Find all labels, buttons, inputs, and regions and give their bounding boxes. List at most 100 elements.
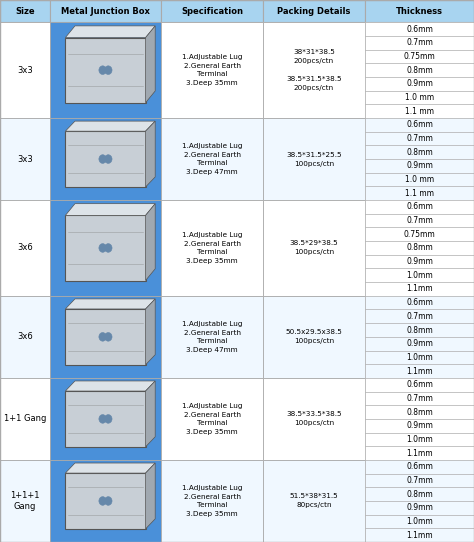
Bar: [0, 22, 50, 118]
Circle shape: [104, 496, 112, 505]
Bar: [365, 337, 474, 351]
Bar: [365, 364, 474, 378]
Text: Metal Junction Box: Metal Junction Box: [61, 7, 150, 16]
Bar: [50, 460, 161, 542]
Circle shape: [99, 415, 107, 423]
Text: 38.5*29*38.5
100pcs/ctn: 38.5*29*38.5 100pcs/ctn: [290, 241, 338, 255]
Polygon shape: [146, 299, 155, 365]
Bar: [0, 296, 50, 378]
Text: 0.8mm: 0.8mm: [406, 243, 433, 253]
Text: 0.8mm: 0.8mm: [406, 66, 433, 75]
Text: 0.8mm: 0.8mm: [406, 148, 433, 157]
Text: 0.7mm: 0.7mm: [406, 312, 433, 321]
Bar: [161, 118, 263, 200]
Polygon shape: [146, 121, 155, 187]
Text: 1.Adjustable Lug
2.General Earth
Terminal
3.Deep 35mm: 1.Adjustable Lug 2.General Earth Termina…: [182, 403, 242, 435]
Bar: [365, 77, 474, 91]
Polygon shape: [146, 381, 155, 447]
Text: 51.5*38*31.5
80pcs/ctn: 51.5*38*31.5 80pcs/ctn: [290, 493, 338, 508]
Bar: [50, 118, 161, 200]
Bar: [365, 433, 474, 446]
Text: 1.1 mm: 1.1 mm: [405, 107, 434, 115]
Circle shape: [99, 154, 107, 163]
Circle shape: [99, 66, 107, 74]
Bar: [263, 460, 365, 542]
Polygon shape: [146, 26, 155, 102]
Text: 1+1+1
Gang: 1+1+1 Gang: [10, 491, 40, 511]
Polygon shape: [65, 299, 155, 309]
Text: 0.6mm: 0.6mm: [406, 380, 433, 389]
Text: 1.Adjustable Lug
2.General Earth
Terminal
3.Deep 35mm: 1.Adjustable Lug 2.General Earth Termina…: [182, 232, 242, 264]
Text: 38*31*38.5
200pcs/ctn

38.5*31.5*38.5
200pcs/ctn: 38*31*38.5 200pcs/ctn 38.5*31.5*38.5 200…: [286, 49, 342, 91]
FancyBboxPatch shape: [65, 309, 146, 365]
Bar: [365, 50, 474, 63]
Bar: [365, 296, 474, 309]
Text: Specification: Specification: [181, 7, 243, 16]
Text: 3x3: 3x3: [17, 154, 33, 164]
Text: 3x6: 3x6: [17, 243, 33, 253]
Polygon shape: [65, 26, 155, 37]
Circle shape: [104, 154, 112, 163]
Text: 0.6mm: 0.6mm: [406, 298, 433, 307]
FancyBboxPatch shape: [65, 131, 146, 187]
Bar: [365, 200, 474, 214]
Text: 0.9mm: 0.9mm: [406, 339, 433, 348]
Text: 0.7mm: 0.7mm: [406, 476, 433, 485]
Bar: [365, 351, 474, 364]
Text: 0.6mm: 0.6mm: [406, 24, 433, 34]
Bar: [365, 0, 474, 22]
Text: 0.9mm: 0.9mm: [406, 257, 433, 266]
Bar: [50, 296, 161, 378]
Text: 0.9mm: 0.9mm: [406, 162, 433, 170]
Text: 1.1mm: 1.1mm: [406, 366, 433, 376]
Text: 1+1 Gang: 1+1 Gang: [4, 415, 46, 423]
Bar: [263, 0, 365, 22]
Text: 1.0mm: 1.0mm: [406, 435, 433, 444]
Text: 0.8mm: 0.8mm: [406, 489, 433, 499]
Text: 0.75mm: 0.75mm: [404, 52, 435, 61]
Bar: [161, 378, 263, 460]
Circle shape: [99, 496, 107, 505]
Text: 3x3: 3x3: [17, 66, 33, 75]
Bar: [365, 105, 474, 118]
FancyBboxPatch shape: [65, 391, 146, 447]
Bar: [50, 0, 161, 22]
Text: 0.6mm: 0.6mm: [406, 202, 433, 211]
Text: Packing Details: Packing Details: [277, 7, 351, 16]
Polygon shape: [65, 463, 155, 473]
Bar: [365, 268, 474, 282]
Text: 1.Adjustable Lug
2.General Earth
Terminal
3.Deep 35mm: 1.Adjustable Lug 2.General Earth Termina…: [182, 54, 242, 86]
Bar: [365, 118, 474, 132]
Bar: [0, 378, 50, 460]
Text: 1.0mm: 1.0mm: [406, 353, 433, 362]
Bar: [365, 22, 474, 36]
Text: 1.1mm: 1.1mm: [406, 449, 433, 457]
Text: 50.5x29.5x38.5
100pcs/ctn: 50.5x29.5x38.5 100pcs/ctn: [286, 330, 342, 344]
Text: 38.5*33.5*38.5
100pcs/ctn: 38.5*33.5*38.5 100pcs/ctn: [286, 411, 342, 427]
Text: 0.9mm: 0.9mm: [406, 79, 433, 88]
Text: 1.1 mm: 1.1 mm: [405, 189, 434, 198]
Text: 1.0mm: 1.0mm: [406, 271, 433, 280]
Bar: [365, 145, 474, 159]
Text: 38.5*31.5*25.5
100pcs/ctn: 38.5*31.5*25.5 100pcs/ctn: [286, 152, 342, 166]
Bar: [365, 159, 474, 173]
FancyBboxPatch shape: [65, 215, 146, 281]
Bar: [365, 391, 474, 405]
Bar: [0, 200, 50, 296]
Text: 1.Adjustable Lug
2.General Earth
Terminal
3.Deep 47mm: 1.Adjustable Lug 2.General Earth Termina…: [182, 321, 242, 353]
Polygon shape: [146, 463, 155, 529]
Bar: [365, 419, 474, 433]
Bar: [365, 241, 474, 255]
Bar: [161, 22, 263, 118]
Bar: [263, 22, 365, 118]
Bar: [263, 296, 365, 378]
Text: 0.8mm: 0.8mm: [406, 408, 433, 417]
Text: 1.0mm: 1.0mm: [406, 517, 433, 526]
Bar: [365, 309, 474, 323]
Circle shape: [99, 332, 107, 341]
Bar: [365, 515, 474, 528]
Bar: [50, 200, 161, 296]
Bar: [365, 91, 474, 105]
Text: 1.Adjustable Lug
2.General Earth
Terminal
3.Deep 47mm: 1.Adjustable Lug 2.General Earth Termina…: [182, 143, 242, 175]
Bar: [365, 36, 474, 50]
